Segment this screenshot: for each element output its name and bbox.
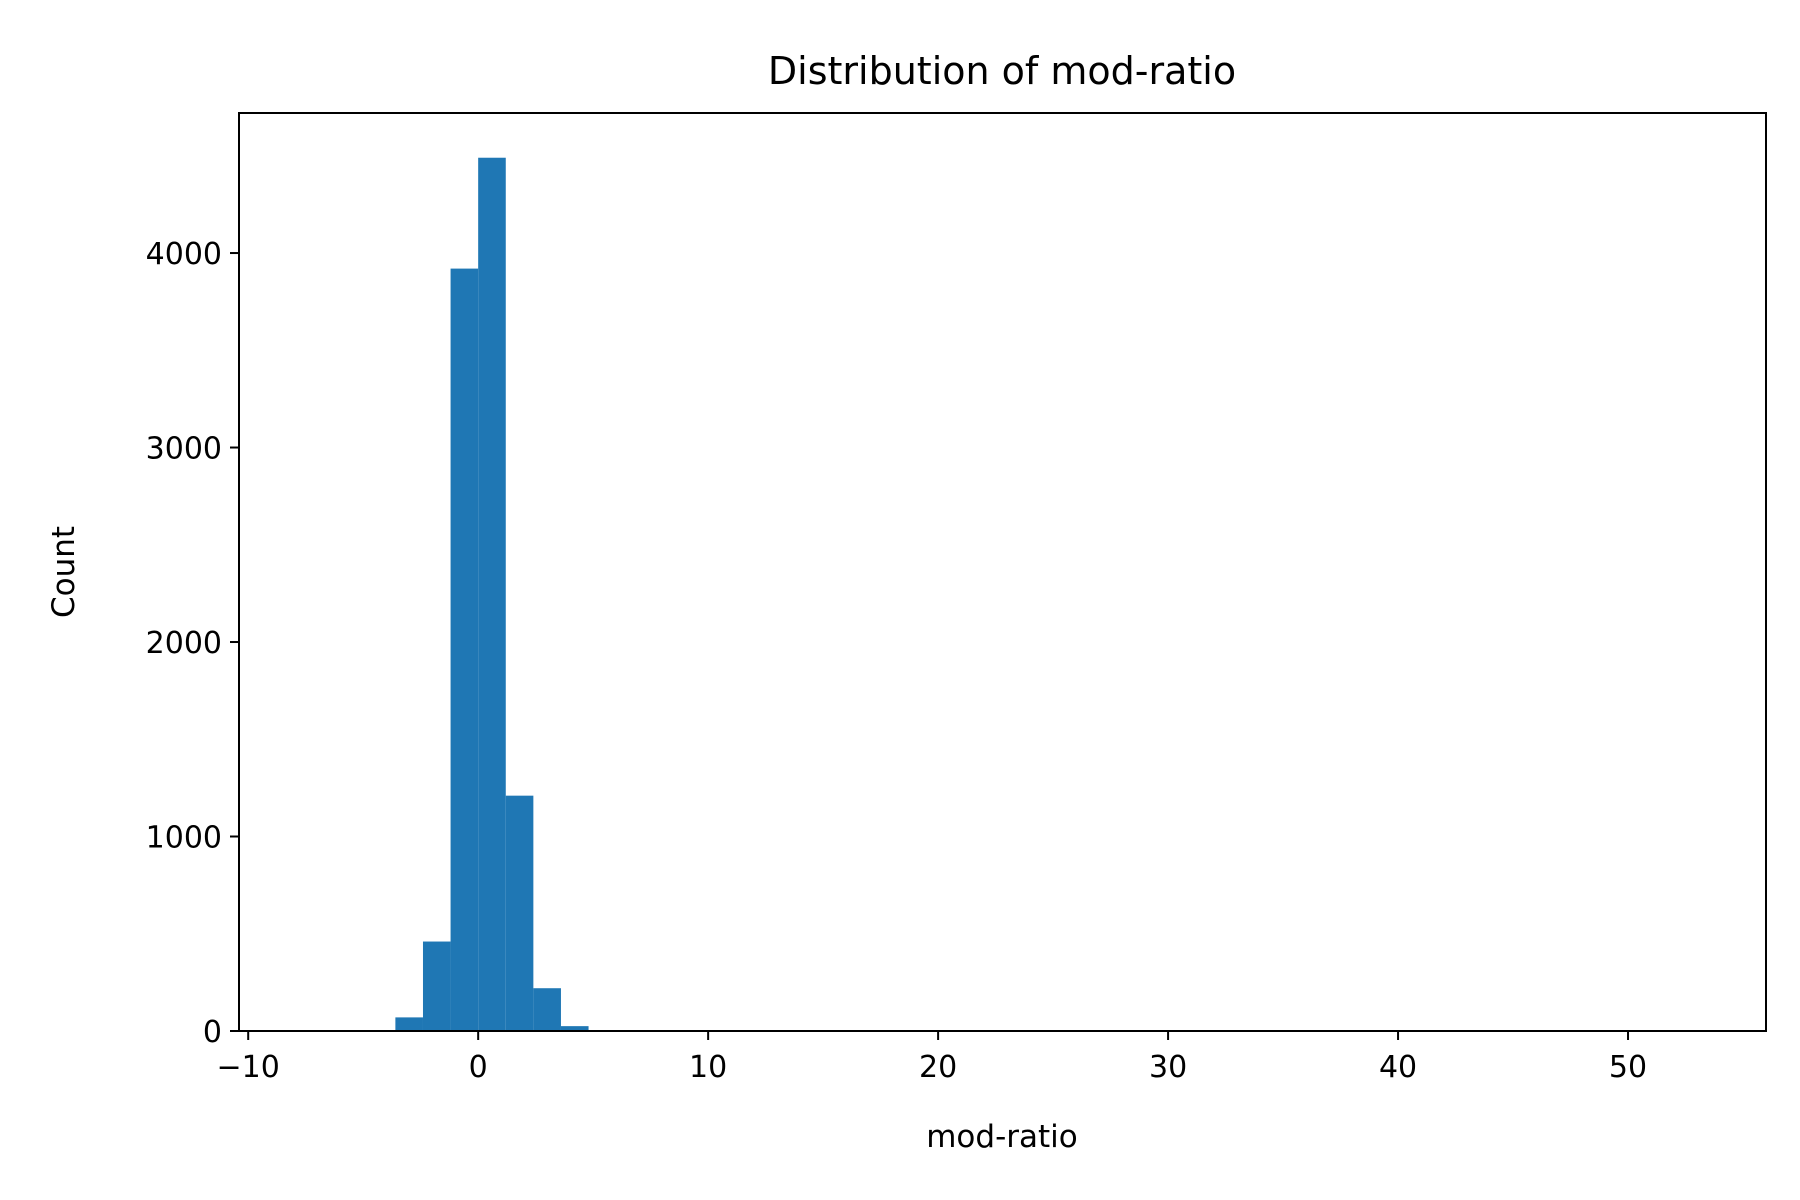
x-tick-label-6: 50 — [1609, 1050, 1647, 1085]
x-tick-label-0: −10 — [217, 1050, 280, 1085]
x-tick-label-2: 10 — [689, 1050, 727, 1085]
histogram-bar-3 — [478, 157, 506, 1032]
histogram-bar-5 — [533, 988, 561, 1031]
y-tick-label-1: 1000 — [146, 821, 222, 856]
y-tick-label-3: 3000 — [146, 432, 222, 467]
histogram-bar-0 — [395, 1017, 423, 1031]
y-tick-label-0: 0 — [203, 1015, 222, 1050]
plot-frame — [238, 112, 1767, 1032]
histogram-bar-1 — [422, 941, 451, 1031]
x-tick-label-1: 0 — [469, 1050, 488, 1085]
histogram-bar-2 — [450, 268, 479, 1031]
x-tick-label-4: 30 — [1149, 1050, 1187, 1085]
histogram-bar-4 — [505, 795, 534, 1031]
x-axis-label: mod-ratio — [926, 1119, 1078, 1155]
bars-group — [395, 157, 589, 1032]
y-axis-ticks: 0 1000 2000 3000 4000 — [146, 237, 239, 1050]
x-tick-label-3: 20 — [919, 1050, 957, 1085]
histogram-bar-6 — [560, 1026, 589, 1031]
x-tick-label-5: 40 — [1379, 1050, 1417, 1085]
y-tick-label-4: 4000 — [146, 237, 222, 272]
x-axis-ticks: −10 0 10 20 30 40 50 — [217, 1031, 1647, 1085]
chart-title: Distribution of mod-ratio — [768, 49, 1236, 93]
y-axis-label: Count — [46, 526, 82, 618]
y-tick-label-2: 2000 — [146, 626, 222, 661]
